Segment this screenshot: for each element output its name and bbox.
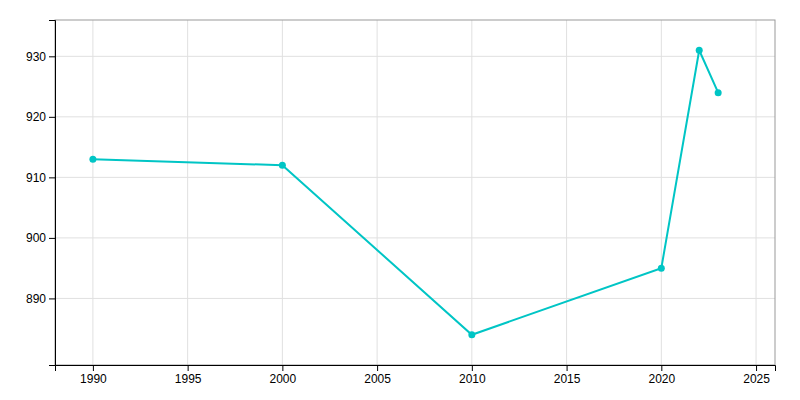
point — [89, 156, 96, 163]
tick-mark — [472, 365, 473, 371]
tick: 920 — [26, 110, 55, 124]
tick: 2020 — [648, 365, 675, 386]
tick: 1990 — [80, 365, 107, 386]
tick-label: 2005 — [364, 372, 391, 386]
tick-label: 890 — [26, 292, 46, 306]
grid-line — [55, 177, 775, 178]
point — [715, 89, 722, 96]
tick-mark — [661, 365, 662, 371]
plot: 1990 1995 2000 2005 2010 2015 2020 2025 890 900 91… — [26, 20, 776, 386]
tick-mark — [49, 238, 55, 239]
tick-mark — [188, 365, 189, 371]
tick-mark — [282, 365, 283, 371]
tick-label: 1990 — [80, 372, 107, 386]
tick: 890 — [26, 292, 55, 306]
tick: 2000 — [270, 365, 297, 386]
tick: 2005 — [364, 365, 391, 386]
tick: 2025 — [743, 365, 770, 386]
tick-mark — [49, 117, 55, 118]
point — [658, 265, 665, 272]
marks — [89, 47, 721, 338]
tick-label: 920 — [26, 110, 46, 124]
tick-label: 900 — [26, 231, 46, 245]
tick: 2010 — [459, 365, 486, 386]
grid-line — [55, 298, 775, 299]
grid-line — [92, 20, 93, 365]
tick-label: 910 — [26, 171, 46, 185]
point — [696, 47, 703, 54]
grid-line — [55, 56, 775, 57]
tick: 2015 — [554, 365, 581, 386]
chart: 1990 1995 2000 2005 2010 2015 2020 2025 890 900 91… — [0, 0, 800, 400]
grid-line — [471, 20, 472, 365]
line — [93, 50, 718, 334]
tick-label: 2010 — [459, 372, 486, 386]
tick-mark — [567, 365, 568, 371]
point — [279, 162, 286, 169]
tick-label: 2000 — [270, 372, 297, 386]
x-axis: 1990 1995 2000 2005 2010 2015 2020 2025 — [56, 365, 776, 386]
tick: 900 — [26, 231, 55, 245]
tick-label: 2015 — [554, 372, 581, 386]
tick-label: 2025 — [743, 372, 770, 386]
axis-line — [49, 21, 56, 366]
tick: 1995 — [175, 365, 202, 386]
grid-line — [55, 116, 775, 117]
grid-line — [661, 20, 662, 365]
point — [468, 331, 475, 338]
tick-mark — [93, 365, 94, 371]
tick: 910 — [26, 171, 55, 185]
tick: 930 — [26, 50, 55, 64]
grid-line — [187, 20, 188, 365]
plot-frame — [55, 20, 775, 365]
grid-line — [282, 20, 283, 365]
grid-line — [756, 20, 757, 365]
tick-mark — [49, 56, 55, 57]
axis-line — [56, 366, 776, 372]
y-axis: 890 900 910 920 930 — [26, 21, 56, 366]
tick-label: 930 — [26, 50, 46, 64]
tick-mark — [377, 365, 378, 371]
tick-mark — [756, 365, 757, 371]
grid-line — [566, 20, 567, 365]
tick-mark — [49, 298, 55, 299]
tick-mark — [49, 177, 55, 178]
grid-line — [377, 20, 378, 365]
tick-label: 2020 — [648, 372, 675, 386]
grid — [55, 20, 775, 365]
tick-label: 1995 — [175, 372, 202, 386]
